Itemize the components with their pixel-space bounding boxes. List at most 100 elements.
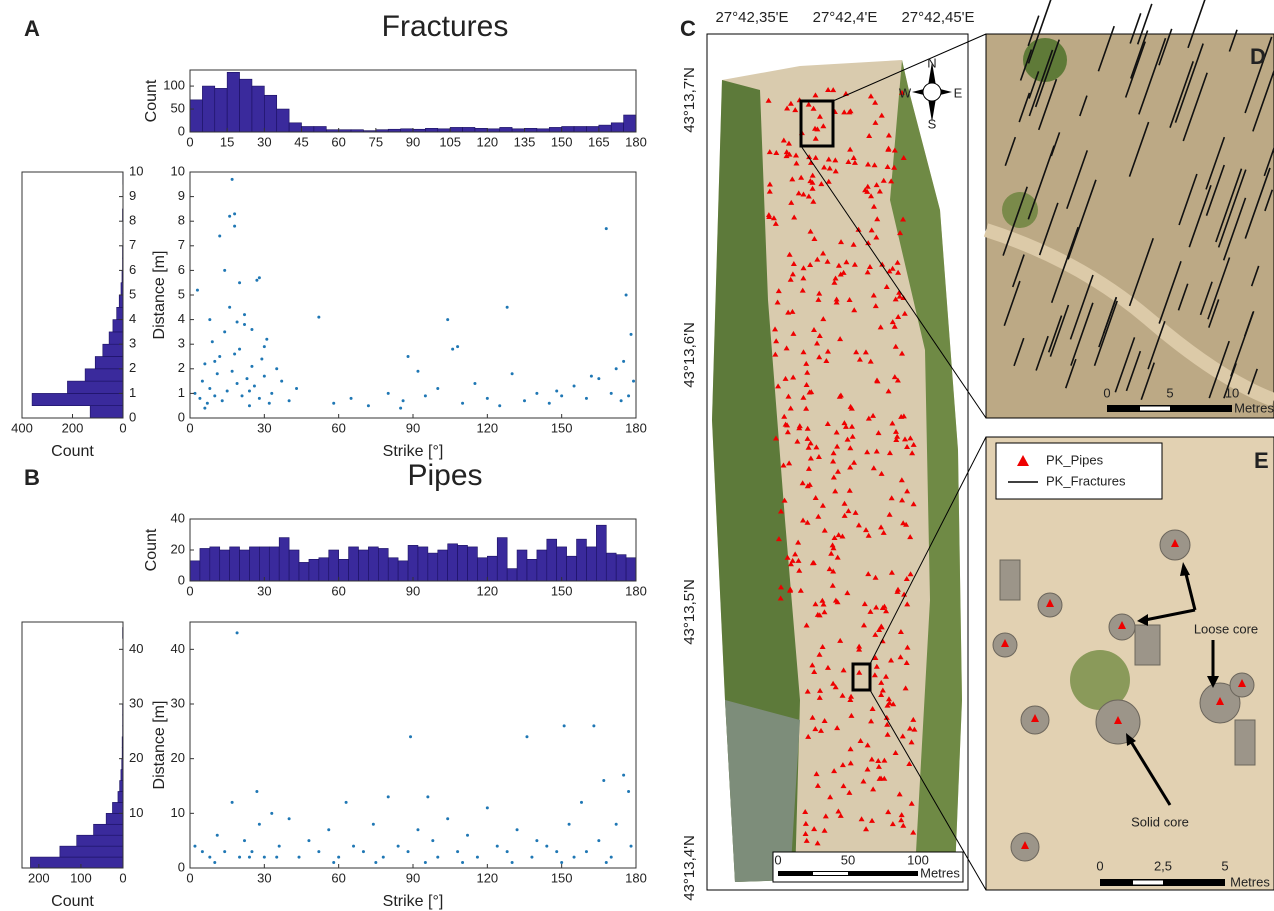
bar bbox=[449, 127, 463, 133]
x-tick-label: 30 bbox=[257, 134, 271, 149]
fracture-line bbox=[1217, 169, 1247, 248]
latitude-label: 43°13,5'N bbox=[681, 579, 698, 645]
pipe-symbol bbox=[812, 494, 819, 500]
point bbox=[451, 347, 455, 351]
bar bbox=[67, 380, 124, 394]
pipe-symbol bbox=[781, 413, 788, 419]
pipe-symbol bbox=[896, 791, 903, 797]
point bbox=[200, 850, 204, 854]
pipe-symbol bbox=[864, 766, 871, 772]
pipe-symbol bbox=[870, 786, 877, 792]
pipe-symbol bbox=[770, 215, 777, 221]
pipe-symbol bbox=[804, 369, 811, 375]
point bbox=[627, 394, 631, 398]
y-tick-label: 0 bbox=[178, 859, 185, 874]
pipe-symbol bbox=[878, 470, 885, 476]
point bbox=[193, 844, 197, 848]
pipe-symbol bbox=[883, 283, 890, 289]
point bbox=[233, 212, 237, 216]
y-tick-label: 0 bbox=[129, 409, 136, 424]
pipe-symbol bbox=[809, 662, 816, 668]
point bbox=[238, 281, 242, 285]
x-tick-label: 180 bbox=[625, 870, 647, 885]
bar bbox=[214, 88, 228, 133]
pipe-symbol bbox=[775, 288, 782, 294]
pipe-symbol bbox=[904, 601, 911, 607]
pipe-symbol bbox=[834, 725, 841, 731]
pipe-symbol bbox=[819, 502, 826, 508]
pipe-symbol bbox=[807, 440, 814, 446]
bar bbox=[189, 560, 201, 582]
x-tick-label: 60 bbox=[331, 420, 345, 435]
x-tick-label: 45 bbox=[294, 134, 308, 149]
y-axis-label: Distance [m] bbox=[151, 701, 168, 790]
bar bbox=[239, 549, 250, 582]
point bbox=[461, 861, 465, 865]
bar bbox=[239, 78, 253, 133]
pipe-symbol bbox=[787, 587, 794, 593]
pipe-symbol bbox=[877, 324, 884, 330]
pipe-symbol bbox=[790, 330, 797, 336]
point bbox=[579, 800, 583, 804]
pipe-symbol bbox=[861, 601, 868, 607]
fracture-line bbox=[1028, 71, 1040, 99]
pipe-symbol bbox=[856, 643, 863, 649]
pipe-symbol bbox=[832, 275, 839, 281]
bar bbox=[116, 306, 124, 320]
pipe-symbol bbox=[865, 240, 872, 246]
bar bbox=[288, 122, 302, 133]
pipe-symbol bbox=[842, 423, 849, 429]
pipe-symbol bbox=[907, 435, 914, 441]
pipe-symbol bbox=[823, 357, 830, 363]
point bbox=[275, 367, 279, 371]
inset-box bbox=[799, 99, 835, 148]
point bbox=[366, 404, 370, 408]
pipe-symbol bbox=[790, 374, 797, 380]
pipe-symbol bbox=[812, 125, 819, 131]
pipe-symbol bbox=[899, 733, 906, 739]
pipe-symbol bbox=[892, 343, 899, 349]
pipe-symbol bbox=[875, 758, 882, 764]
pipe-symbol bbox=[875, 430, 882, 436]
pipe-symbol bbox=[884, 163, 891, 169]
point bbox=[200, 379, 204, 383]
bar bbox=[278, 537, 290, 582]
longitude-label: 27°42,4'E bbox=[813, 9, 878, 26]
bar bbox=[524, 128, 538, 133]
pipe-symbol bbox=[809, 172, 816, 178]
pipe-symbol bbox=[906, 725, 913, 731]
pipe-symbol bbox=[839, 533, 846, 539]
pipe-symbol bbox=[903, 521, 910, 527]
bar bbox=[358, 549, 369, 582]
point bbox=[446, 318, 450, 322]
point bbox=[446, 817, 450, 821]
bar bbox=[259, 546, 270, 582]
bar bbox=[573, 126, 587, 133]
fracture-line bbox=[1027, 15, 1040, 47]
fracture-line bbox=[1178, 173, 1198, 226]
fracture-line bbox=[1047, 315, 1063, 353]
point bbox=[218, 234, 222, 238]
pipe-symbol bbox=[803, 837, 810, 843]
pipe-symbol bbox=[841, 500, 848, 506]
latitude-label: 43°13,6'N bbox=[681, 322, 698, 388]
pipe-symbol bbox=[872, 119, 879, 125]
fracture-line bbox=[1011, 254, 1025, 288]
pipe-symbol bbox=[766, 149, 773, 155]
pipe-symbol bbox=[904, 488, 911, 494]
point bbox=[523, 399, 526, 403]
fracture-line bbox=[1147, 320, 1166, 370]
point bbox=[233, 352, 237, 356]
point bbox=[317, 315, 321, 319]
bar bbox=[119, 780, 124, 792]
bar bbox=[437, 549, 448, 582]
pipe-symbol bbox=[765, 97, 772, 103]
pipe-symbol bbox=[869, 817, 876, 823]
bar bbox=[499, 127, 513, 133]
pipe-symbol bbox=[830, 680, 837, 686]
pipe-symbol bbox=[888, 569, 895, 575]
point bbox=[260, 357, 264, 361]
pipe-symbol bbox=[784, 422, 791, 428]
point bbox=[456, 850, 460, 854]
point bbox=[240, 394, 244, 398]
